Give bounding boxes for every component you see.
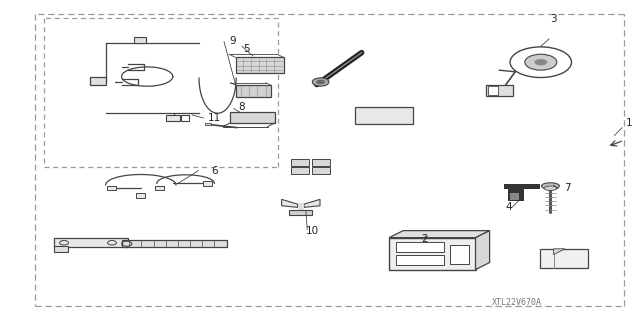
Bar bbox=[54, 238, 128, 247]
Text: 1: 1 bbox=[626, 118, 632, 128]
Bar bbox=[396, 255, 444, 265]
Bar bbox=[90, 77, 106, 85]
Bar bbox=[236, 85, 271, 97]
Text: 10: 10 bbox=[306, 226, 319, 236]
Polygon shape bbox=[230, 112, 275, 123]
Bar bbox=[312, 159, 330, 166]
Text: 11: 11 bbox=[208, 113, 221, 123]
Bar bbox=[122, 240, 227, 247]
Bar bbox=[155, 186, 164, 190]
Bar bbox=[504, 184, 540, 189]
Ellipse shape bbox=[541, 183, 559, 189]
Bar bbox=[181, 115, 189, 121]
Polygon shape bbox=[476, 231, 490, 270]
Text: 7: 7 bbox=[564, 183, 570, 193]
Bar bbox=[166, 115, 180, 121]
Bar bbox=[205, 123, 211, 125]
Text: XTL22V670A: XTL22V670A bbox=[492, 298, 541, 307]
Bar bbox=[236, 57, 284, 73]
Bar bbox=[289, 210, 312, 215]
Polygon shape bbox=[282, 199, 298, 207]
Bar bbox=[312, 167, 330, 174]
Bar bbox=[134, 37, 146, 43]
Text: 8: 8 bbox=[238, 102, 244, 112]
Text: 5: 5 bbox=[243, 44, 250, 54]
Bar bbox=[107, 186, 116, 190]
Bar bbox=[389, 238, 476, 270]
Polygon shape bbox=[389, 231, 490, 238]
Ellipse shape bbox=[316, 80, 325, 84]
Text: 4: 4 bbox=[506, 202, 512, 212]
Bar bbox=[136, 193, 145, 198]
Bar bbox=[488, 86, 498, 95]
Ellipse shape bbox=[312, 78, 329, 86]
Polygon shape bbox=[304, 199, 320, 207]
Bar bbox=[540, 249, 588, 268]
Ellipse shape bbox=[525, 54, 557, 70]
Bar bbox=[510, 193, 519, 200]
Bar bbox=[203, 181, 212, 186]
Bar bbox=[396, 242, 444, 252]
Text: 9: 9 bbox=[229, 36, 236, 47]
Bar bbox=[450, 245, 469, 264]
Bar bbox=[355, 107, 413, 124]
Bar bbox=[298, 203, 304, 211]
Bar bbox=[508, 188, 524, 201]
Text: 2: 2 bbox=[421, 234, 428, 244]
Bar bbox=[54, 246, 68, 252]
Text: 3: 3 bbox=[550, 14, 557, 24]
Bar bbox=[291, 167, 309, 174]
Polygon shape bbox=[554, 249, 565, 255]
Text: 6: 6 bbox=[211, 166, 218, 176]
Bar bbox=[291, 159, 309, 166]
Ellipse shape bbox=[534, 59, 547, 65]
Bar bbox=[486, 85, 513, 96]
Ellipse shape bbox=[544, 186, 557, 190]
